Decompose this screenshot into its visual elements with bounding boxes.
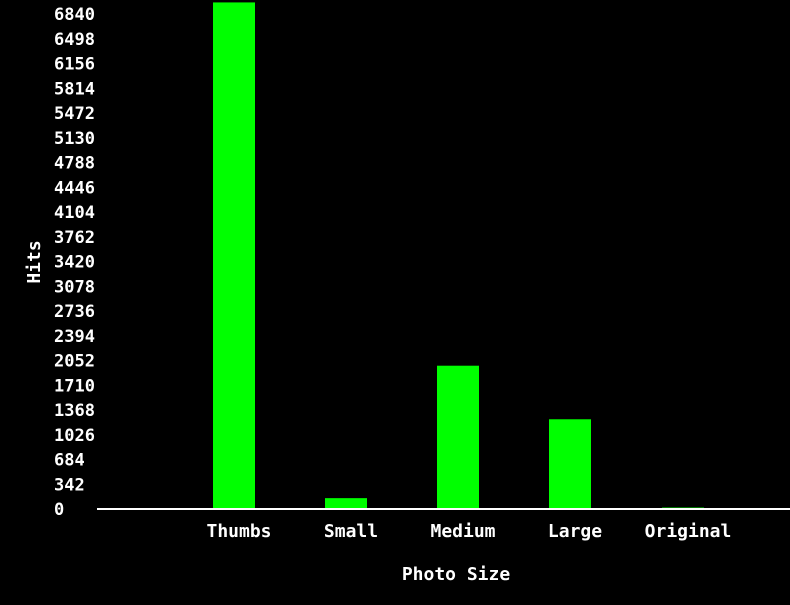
- y-tick-label: 4788: [54, 154, 95, 174]
- y-tick-label: 684: [54, 451, 85, 471]
- x-tick-label-large: Large: [548, 521, 602, 542]
- bar-medium: [437, 365, 479, 509]
- x-tick-label-original: Original: [645, 521, 732, 542]
- x-axis-title: Photo Size: [402, 564, 511, 585]
- y-tick-label: 1368: [54, 401, 95, 421]
- y-tick-label: 2394: [54, 327, 95, 347]
- y-tick-labels: 0 342 684 1026 1368 1710 2052 2394 2736 3078 3420 3…: [54, 5, 95, 520]
- bar-small: [325, 498, 367, 509]
- bars-group: [213, 2, 704, 510]
- y-tick-label: 342: [54, 475, 85, 495]
- y-tick-label: 1026: [54, 426, 95, 446]
- x-tick-labels: Thumbs Small Medium Large Original: [206, 521, 731, 542]
- x-tick-label-thumbs: Thumbs: [206, 521, 271, 542]
- y-tick-label: 4104: [54, 203, 95, 223]
- x-tick-label-medium: Medium: [430, 521, 495, 542]
- y-tick-label: 4446: [54, 178, 95, 198]
- y-tick-label: 2052: [54, 352, 95, 372]
- y-tick-label: 6840: [54, 5, 95, 25]
- y-tick-label: 5814: [54, 79, 95, 99]
- y-tick-label: 3078: [54, 277, 95, 297]
- y-tick-label: 6156: [54, 55, 95, 75]
- x-tick-label-small: Small: [324, 521, 378, 542]
- bar-thumbs: [213, 2, 255, 510]
- y-tick-label: 0: [54, 500, 64, 520]
- y-tick-label: 3420: [54, 253, 95, 273]
- y-tick-label: 5472: [54, 104, 95, 124]
- y-tick-label: 2736: [54, 302, 95, 322]
- bar-large: [549, 419, 591, 509]
- y-tick-label: 5130: [54, 129, 95, 149]
- y-tick-label: 1710: [54, 376, 95, 396]
- y-tick-label: 3762: [54, 228, 95, 248]
- y-tick-label: 6498: [54, 30, 95, 50]
- y-axis-title: Hits: [24, 240, 45, 283]
